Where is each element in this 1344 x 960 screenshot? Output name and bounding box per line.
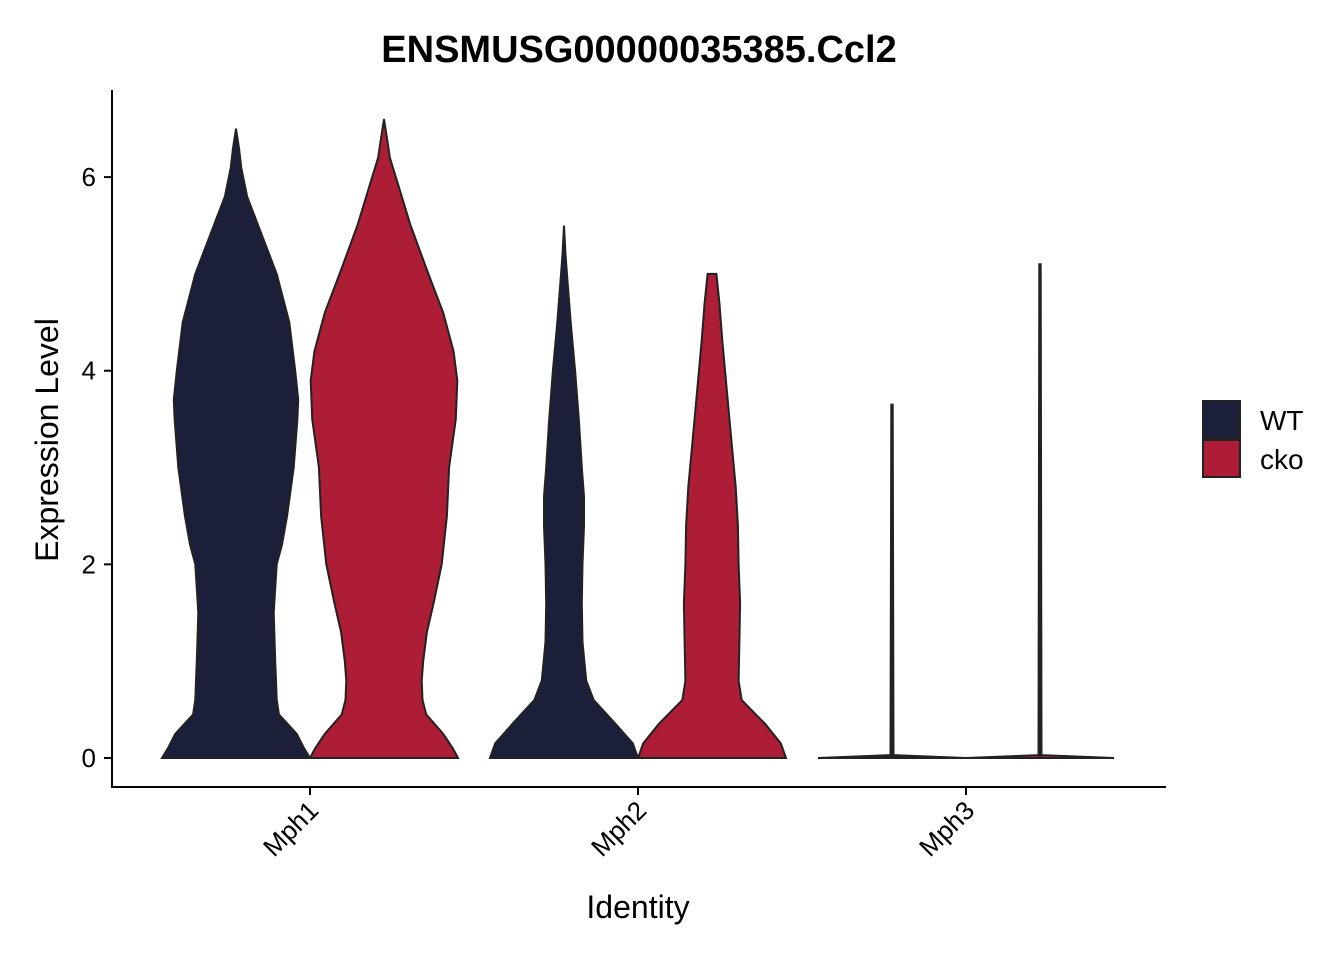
x-axis-ticks: Mph1 Mph2 Mph3 — [257, 787, 980, 862]
y-tick-label: 0 — [82, 743, 96, 773]
legend-label-cko: cko — [1260, 444, 1304, 475]
chart-title: ENSMUSG00000035385.Ccl2 — [381, 29, 896, 71]
legend: WT cko — [1202, 400, 1304, 478]
legend-label-wt: WT — [1260, 405, 1304, 436]
violin-cko-mph2 — [636, 272, 788, 759]
y-axis-title: Expression Level — [29, 318, 65, 562]
y-tick-label: 2 — [82, 549, 96, 579]
violin-wt-mph2 — [488, 225, 640, 759]
y-axis-ticks: 0 2 4 6 — [82, 162, 112, 773]
legend-key-wt — [1202, 400, 1241, 439]
x-tick-label: Mph1 — [257, 795, 324, 862]
violin-layer — [160, 118, 1115, 759]
x-tick-label: Mph2 — [585, 795, 652, 862]
x-axis-title: Identity — [586, 889, 689, 925]
y-tick-label: 4 — [82, 356, 96, 386]
x-tick-label: Mph3 — [913, 795, 980, 862]
violin-wt-mph1 — [160, 128, 312, 759]
violin-cko-mph1 — [308, 118, 460, 759]
legend-key-cko — [1202, 439, 1241, 478]
y-tick-label: 6 — [82, 162, 96, 192]
